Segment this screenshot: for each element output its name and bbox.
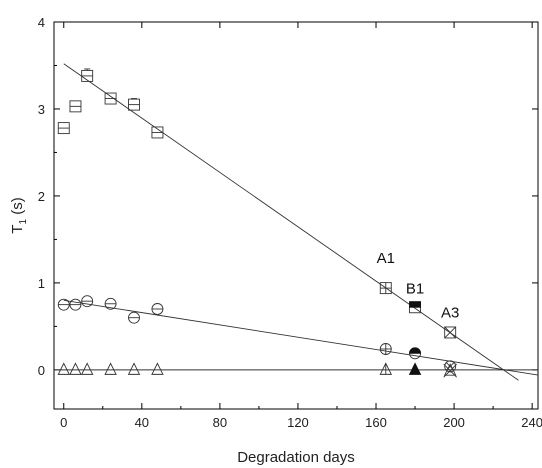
data-point — [129, 363, 140, 374]
series-1 — [58, 296, 538, 375]
annotation-label: A3 — [441, 305, 459, 322]
plot-frame — [54, 22, 538, 409]
marker-half-fill — [410, 348, 421, 353]
x-tick-label: 80 — [213, 415, 227, 430]
x-axis-label: Degradation days — [237, 449, 355, 466]
annotation-label: B1 — [406, 280, 424, 297]
y-tick-label: 2 — [38, 189, 45, 204]
y-tick-label: 4 — [38, 15, 45, 30]
series-2 — [54, 363, 538, 374]
x-tick-label: 120 — [287, 415, 309, 430]
y-axis-label: T1 (s) — [9, 197, 29, 233]
data-point — [380, 283, 391, 294]
y-axis-label-unit: (s) — [9, 197, 26, 219]
data-point — [152, 363, 163, 374]
data-point — [58, 123, 69, 134]
series-3 — [380, 283, 391, 375]
annotation-label: A1 — [377, 250, 395, 267]
x-tick-label: 0 — [60, 415, 67, 430]
data-point — [58, 299, 69, 310]
x-tick-label: 160 — [365, 415, 387, 430]
marker-half-fill — [410, 302, 421, 308]
y-tick-label: 0 — [38, 363, 45, 378]
marker-triangle — [58, 363, 69, 374]
series-4 — [410, 302, 421, 375]
y-axis-label-main: T — [9, 225, 26, 234]
data-point — [380, 363, 391, 374]
data-point — [82, 363, 93, 374]
y-tick-label: 3 — [38, 102, 45, 117]
data-point — [70, 363, 81, 374]
data-point — [445, 327, 456, 338]
plot-area: 0 40 80 120 160 200 240 0 1 2 3 4 A1 B1 A3 — [38, 15, 542, 430]
data-point — [105, 363, 116, 374]
data-point — [70, 101, 81, 112]
data-point — [58, 363, 69, 374]
marker-triangle — [129, 363, 140, 374]
data-point — [410, 348, 421, 359]
marker-triangle — [82, 363, 93, 374]
x-tick-label: 240 — [521, 415, 542, 430]
data-point — [152, 303, 163, 314]
x-tick-label: 200 — [443, 415, 465, 430]
data-point — [129, 99, 140, 111]
data-point — [410, 363, 421, 374]
data-point — [82, 296, 93, 307]
x-tick-label: 40 — [135, 415, 149, 430]
data-point — [105, 93, 116, 104]
fit-line — [64, 300, 538, 375]
marker-triangle — [410, 363, 421, 374]
marker-triangle — [105, 363, 116, 374]
marker-triangle — [70, 363, 81, 374]
y-tick-label: 1 — [38, 276, 45, 291]
data-point — [70, 299, 81, 310]
data-point — [129, 312, 140, 323]
data-point — [380, 343, 391, 354]
marker-triangle — [152, 363, 163, 374]
